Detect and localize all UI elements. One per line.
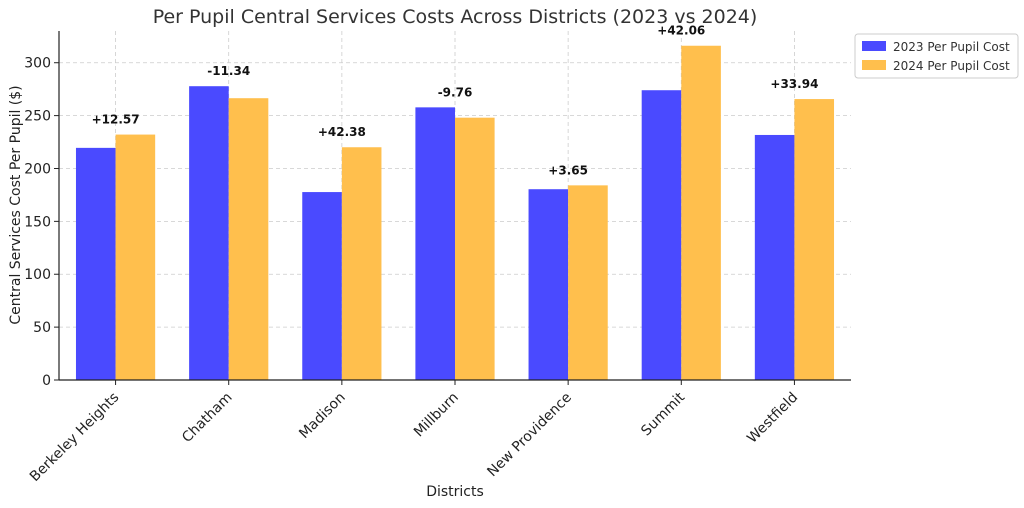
bars xyxy=(75,45,835,381)
difference-label: +42.38 xyxy=(318,125,366,139)
y-tick-label: 250 xyxy=(24,109,51,125)
difference-label: +3.65 xyxy=(548,163,588,177)
legend-box xyxy=(854,33,1019,79)
y-axis: 0 50 100 150 200 250 300 xyxy=(24,31,60,389)
y-tick-label: 200 xyxy=(24,161,51,177)
bar-2023 xyxy=(528,189,569,380)
bar-2024 xyxy=(228,98,269,380)
legend-label: 2024 Per Pupil Cost xyxy=(893,59,1010,73)
difference-label: +42.06 xyxy=(657,24,705,38)
bar-2023 xyxy=(415,107,455,381)
bar-2023 xyxy=(75,147,116,380)
annotations: +12.57 -11.34 +42.38 -9.76 +3.65 +42.06 +33.94 xyxy=(92,24,819,178)
x-tick-label: Berkeley Heights xyxy=(27,390,122,485)
bar-2024 xyxy=(115,134,156,380)
y-tick-label: 300 xyxy=(24,56,51,72)
bar-2024 xyxy=(455,117,495,381)
x-axis-label: Districts xyxy=(426,484,484,500)
x-tick-label: Millburn xyxy=(411,390,462,441)
y-tick-label: 0 xyxy=(42,373,51,389)
x-axis: Berkeley Heights Chatham Madison Millburn Ne… xyxy=(27,379,851,485)
legend: 2023 Per Pupil Cost 2024 Per Pupil Cost xyxy=(854,33,1019,79)
y-tick-label: 100 xyxy=(24,267,51,283)
x-tick-label: Westfield xyxy=(744,390,801,447)
legend-swatch xyxy=(862,41,886,51)
chart-title: Per Pupil Central Services Costs Across … xyxy=(153,6,758,28)
y-axis-label: Central Services Cost Per Pupil ($) xyxy=(8,85,24,324)
difference-label: +33.94 xyxy=(770,77,818,91)
legend-swatch xyxy=(862,60,886,70)
bar-2023 xyxy=(754,134,795,380)
bar-2024 xyxy=(341,147,382,380)
difference-label: +12.57 xyxy=(92,113,140,127)
bar-2024 xyxy=(681,45,721,380)
difference-label: -11.34 xyxy=(207,64,250,78)
x-tick-label: New Providence xyxy=(484,390,575,481)
bar-2023 xyxy=(189,86,229,381)
x-tick-label: Chatham xyxy=(179,390,235,446)
bar-2023 xyxy=(641,90,682,380)
bar-2024 xyxy=(568,185,608,380)
bar-2023 xyxy=(302,192,342,380)
difference-label: -9.76 xyxy=(438,85,473,99)
bar-2024 xyxy=(794,99,835,380)
y-tick-label: 50 xyxy=(33,320,51,336)
x-tick-label: Madison xyxy=(296,390,348,442)
y-tick-label: 150 xyxy=(24,214,51,230)
x-tick-label: Summit xyxy=(638,389,688,439)
legend-label: 2023 Per Pupil Cost xyxy=(893,40,1010,54)
